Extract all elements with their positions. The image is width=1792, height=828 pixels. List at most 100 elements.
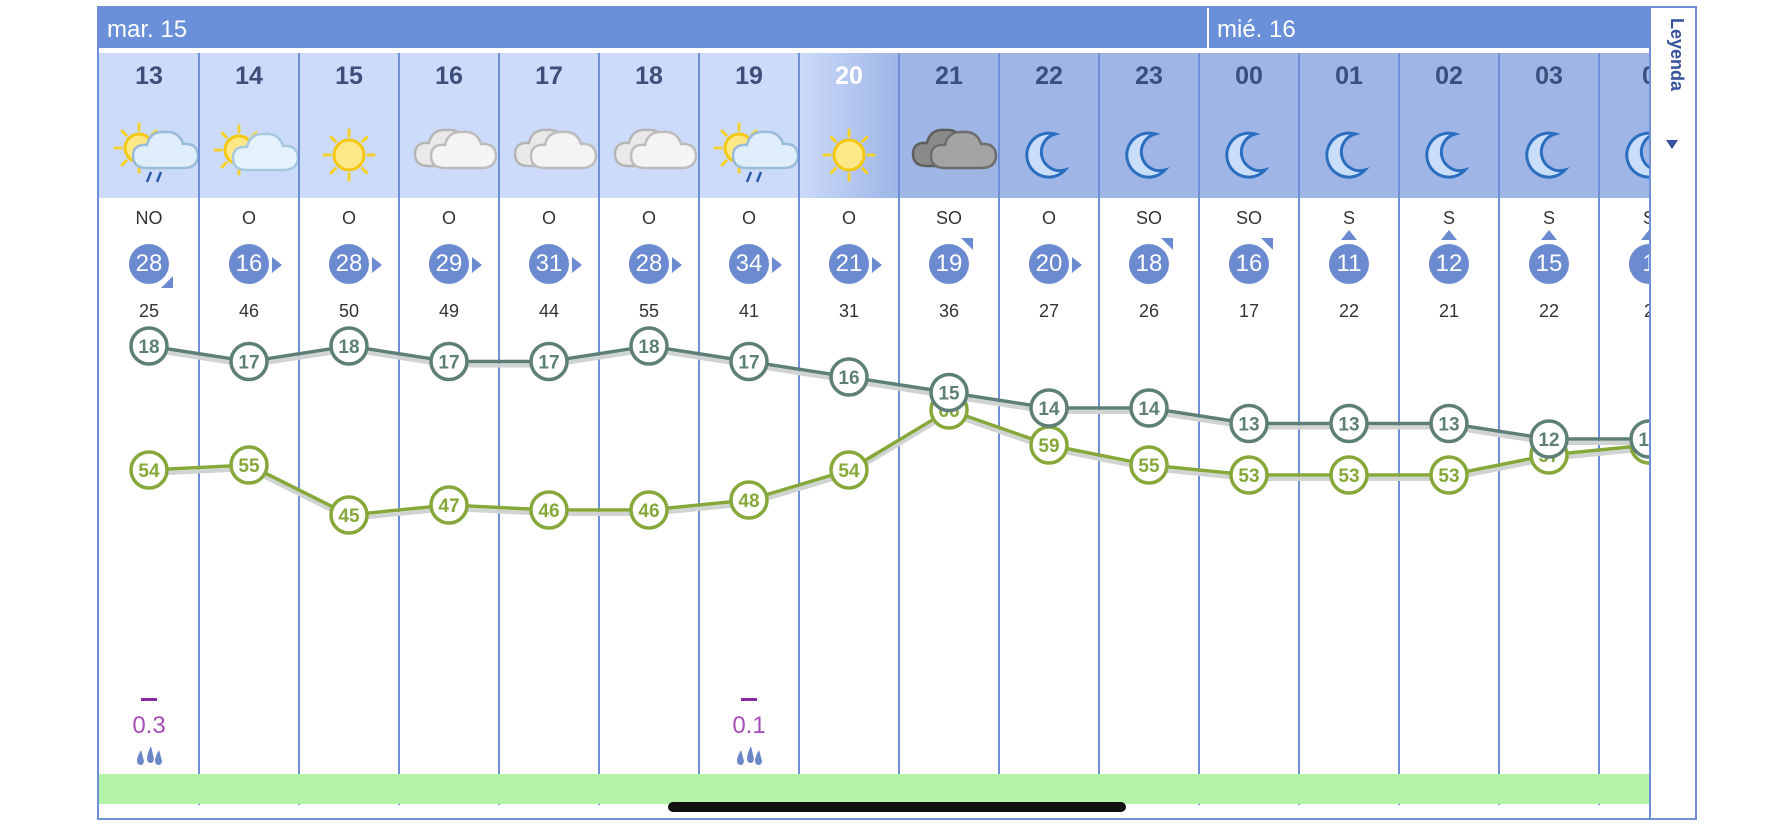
temperature-point [429, 341, 469, 382]
cloud-icon [599, 120, 699, 190]
wind-arrow-icon [1441, 230, 1457, 240]
hour-label: 01 [1335, 62, 1363, 90]
wind-gust: 26 [1138, 301, 1160, 321]
wind-arrow-icon [1261, 238, 1273, 250]
humidity-line [148, 408, 1650, 517]
wind-gust: 49 [438, 301, 460, 321]
hour-column-bg [899, 53, 999, 198]
wind-arrow-icon [1641, 230, 1651, 240]
humidity-value-label: 45 [338, 506, 360, 527]
wind-gust: 55 [638, 301, 660, 321]
humidity-point [529, 490, 569, 530]
hour-label: 17 [535, 62, 563, 90]
temperature-point [829, 357, 869, 397]
temperature-value-label: 15 [938, 384, 960, 405]
temperature-value-label: 18 [138, 337, 159, 358]
wind-gust: 44 [538, 301, 560, 321]
wind-direction: SO [935, 208, 962, 228]
wind-gust: 2 [1599, 301, 1651, 322]
sun-cloud-icon [199, 120, 300, 190]
hourly-grid[interactable]: mar. 15 mié. 16 13 NO 28 25 14 O 16 46 15 O 28 50 16… [99, 8, 1651, 818]
wind-direction: NO [135, 208, 163, 228]
wind-speed-badge: 34 [729, 244, 769, 284]
humidity-point [729, 480, 769, 520]
humidity-value-label: 53 [1338, 466, 1359, 487]
wind-arrow-icon [872, 257, 882, 273]
wind-gust: 22 [1338, 301, 1360, 321]
column-divider [398, 53, 400, 805]
humidity-value-label: 54 [838, 461, 860, 482]
humidity-value-label: 48 [738, 491, 759, 512]
wind-speed-badge: 11 [1329, 244, 1369, 284]
forecast-frame: mar. 15 mié. 16 13 NO 28 25 14 O 16 46 15 O 28 50 16… [97, 6, 1697, 820]
wind-gust: 50 [338, 301, 360, 321]
home-indicator[interactable] [668, 802, 1126, 812]
humidity-value-label: 46 [638, 501, 659, 522]
wind-speed-badge: 1 [1629, 244, 1651, 284]
wind-direction: O [741, 208, 756, 228]
temperature-point [129, 326, 169, 366]
wind-direction: O [241, 208, 256, 228]
wind-direction: O [441, 208, 456, 228]
green-strip [99, 774, 1651, 804]
temperature-point [1329, 403, 1369, 444]
wind-arrow-icon [372, 257, 382, 273]
wind-direction: S [1542, 208, 1555, 228]
sun-icon [299, 120, 399, 190]
wind-gust: 17 [1238, 301, 1260, 321]
wind-speed-badge: 29 [429, 244, 469, 284]
temperature-point [1029, 388, 1069, 428]
humidity-point [129, 450, 169, 490]
wind-gust: 31 [838, 301, 860, 321]
hour-label: 14 [235, 62, 263, 90]
temperature-value-label: 13 [1338, 415, 1359, 436]
hour-label: 02 [1435, 62, 1463, 90]
hour-column-bg [599, 53, 699, 198]
temperature-point [529, 341, 569, 382]
wind-arrow-icon [1541, 230, 1557, 240]
temperature-value-label: 17 [438, 353, 459, 374]
hour-label: 19 [735, 62, 763, 90]
wind-direction: S [1599, 208, 1651, 229]
cloud-icon [399, 120, 499, 190]
wind-arrow-icon [1341, 230, 1357, 240]
wind-arrow-icon [472, 257, 482, 273]
hour-label: 16 [435, 62, 463, 90]
temperature-humidity-chart: 5455454746464854665955535353575918171817… [129, 326, 1651, 535]
rain-amount: 0.1 [732, 712, 766, 739]
column-divider [1198, 53, 1200, 805]
temperature-value-label: 14 [1038, 399, 1060, 420]
rain-drops-icon [699, 744, 799, 775]
column-divider [1098, 53, 1100, 805]
humidity-point [429, 485, 469, 525]
legend-tab[interactable]: Leyenda [1649, 8, 1695, 818]
wind-arrow-icon [272, 257, 282, 273]
hour-column-bg [199, 53, 299, 198]
moon-icon [1399, 120, 1499, 190]
column-divider [1598, 53, 1600, 805]
rain-marker [141, 698, 157, 701]
humidity-value-label: 55 [1138, 456, 1160, 477]
temperature-value-label: 12 [1638, 430, 1651, 451]
wind-direction: O [841, 208, 856, 228]
wind-arrow-icon [672, 257, 682, 273]
wind-gust: 46 [238, 301, 260, 321]
hour-label: 03 [1535, 62, 1563, 90]
temperature-point [1429, 403, 1469, 444]
wind-direction: S [1342, 208, 1355, 228]
wind-direction: SO [1235, 208, 1262, 228]
humidity-point [229, 445, 269, 485]
humidity-shadow [148, 411, 1650, 522]
moon-icon [1299, 120, 1399, 190]
wind-arrow-icon [772, 257, 782, 273]
wind-speed-badge: 18 [1129, 244, 1169, 284]
temperature-value-label: 17 [538, 353, 559, 374]
hour-label: 15 [335, 62, 363, 90]
dark-cloud-icon [899, 120, 999, 190]
humidity-point [629, 490, 669, 530]
sun-cloud-rain-icon [99, 120, 200, 190]
temperature-value-label: 16 [838, 368, 859, 389]
wind-arrow-icon [161, 276, 173, 288]
humidity-value-label: 55 [238, 456, 260, 477]
rain-marker [741, 698, 757, 701]
